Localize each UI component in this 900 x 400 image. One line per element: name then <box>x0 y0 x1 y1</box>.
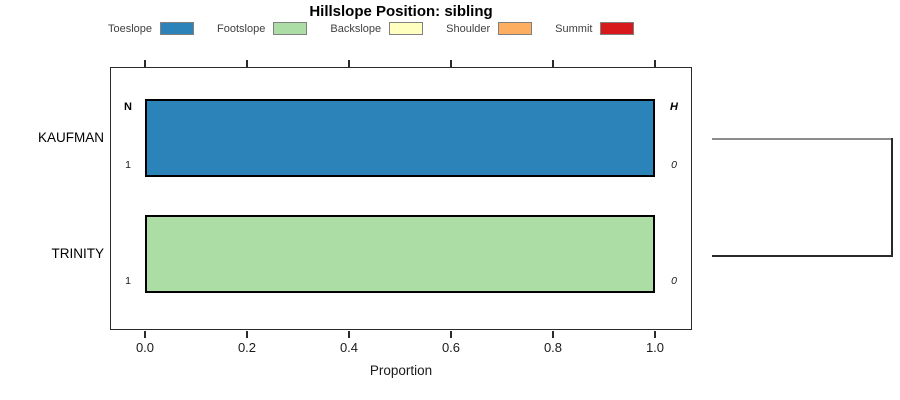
chart-title: Hillslope Position: sibling <box>309 3 493 20</box>
bar-kaufman-toeslope <box>145 99 655 177</box>
legend-swatch <box>389 22 424 35</box>
legend-label: Footslope <box>217 22 266 35</box>
legend-item-toeslope: Toeslope <box>108 22 195 35</box>
x-tick-label: 0.8 <box>543 340 563 355</box>
x-tick-top <box>450 60 452 67</box>
h-column-header: H <box>670 101 678 113</box>
x-tick-bottom <box>654 330 656 338</box>
legend-label: Summit <box>555 22 593 35</box>
legend-label: Toeslope <box>108 22 153 35</box>
x-tick-bottom <box>450 330 452 338</box>
dendrogram-branch-bottom <box>712 255 892 257</box>
legend-swatch <box>273 22 308 35</box>
x-tick-label: 0.2 <box>237 340 257 355</box>
legend-item-summit: Summit <box>555 22 635 35</box>
legend-label: Shoulder <box>446 22 491 35</box>
x-tick-top <box>246 60 248 67</box>
x-tick-top <box>552 60 554 67</box>
x-tick-top <box>348 60 350 67</box>
row-label-kaufman: KAUFMAN <box>37 130 104 145</box>
legend-swatch <box>600 22 635 35</box>
dendrogram-branch-top <box>712 138 892 140</box>
x-tick-label: 0.6 <box>441 340 461 355</box>
legend-swatch <box>498 22 533 35</box>
x-tick-bottom <box>552 330 554 338</box>
legend-swatch <box>160 22 195 35</box>
x-axis-label: Proportion <box>369 363 433 378</box>
h-value-kaufman: 0 <box>671 159 677 171</box>
legend: Toeslope Footslope Backslope Shoulder Summit <box>108 22 635 35</box>
x-tick-label: 0.4 <box>339 340 359 355</box>
n-column-header: N <box>124 101 132 113</box>
n-value-kaufman: 1 <box>125 159 131 171</box>
x-tick-bottom <box>246 330 248 338</box>
x-tick-label: 1.0 <box>645 340 665 355</box>
x-tick-label: 0.0 <box>135 340 155 355</box>
bar-trinity-footslope <box>145 215 655 293</box>
x-tick-top <box>144 60 146 67</box>
legend-item-shoulder: Shoulder <box>446 22 533 35</box>
legend-item-footslope: Footslope <box>217 22 308 35</box>
x-tick-top <box>654 60 656 67</box>
dendrogram-join <box>891 138 893 257</box>
x-tick-bottom <box>348 330 350 338</box>
h-value-trinity: 0 <box>671 275 677 287</box>
row-label-trinity: TRINITY <box>51 246 105 261</box>
n-value-trinity: 1 <box>125 275 131 287</box>
legend-item-backslope: Backslope <box>330 22 424 35</box>
legend-label: Backslope <box>330 22 382 35</box>
x-tick-bottom <box>144 330 146 338</box>
